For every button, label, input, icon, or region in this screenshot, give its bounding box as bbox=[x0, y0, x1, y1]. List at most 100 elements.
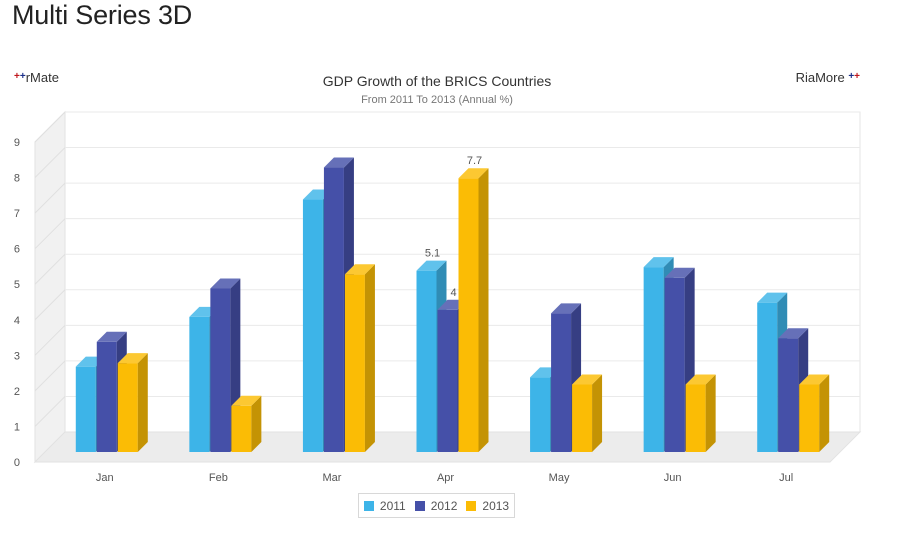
chart-bars bbox=[75, 157, 830, 453]
x-tick-label: May bbox=[549, 472, 570, 484]
bar-front bbox=[437, 309, 458, 452]
bar-top bbox=[551, 303, 582, 314]
bar-top bbox=[210, 278, 241, 289]
page-heading: Multi Series 3D bbox=[12, 0, 193, 30]
bar-front bbox=[572, 384, 593, 452]
x-axis: Jan Feb Mar Apr May Jun Jul bbox=[96, 472, 793, 484]
bar-front bbox=[799, 384, 820, 452]
bar-front bbox=[117, 363, 138, 452]
y-axis: 0 1 2 3 4 5 6 7 8 9 bbox=[14, 137, 20, 469]
chart-subtitle: From 2011 To 2013 (Annual %) bbox=[361, 94, 513, 106]
gridline-side bbox=[34, 396, 66, 427]
legend-label: 2012 bbox=[430, 498, 458, 513]
bar-side bbox=[137, 353, 148, 452]
gridline-side bbox=[34, 253, 66, 285]
gridline-side bbox=[34, 111, 66, 143]
chart-data-labels: 5.1 4 7.7 bbox=[425, 155, 482, 299]
x-tick-label: Jun bbox=[664, 472, 682, 484]
bar-front bbox=[416, 270, 437, 452]
bar-front bbox=[344, 274, 365, 452]
bar-front bbox=[96, 341, 117, 452]
bar-top bbox=[572, 374, 603, 385]
x-tick-label: Apr bbox=[437, 472, 454, 484]
bar-front bbox=[778, 338, 799, 452]
legend-item-2013[interactable]: 2013 bbox=[466, 499, 509, 513]
y-tick-label: 1 bbox=[14, 421, 20, 433]
bar-2013-Jan[interactable] bbox=[117, 353, 148, 452]
brand-plus-icon: + bbox=[19, 71, 26, 82]
x-tick-label: Mar bbox=[322, 472, 341, 484]
y-tick-label: 9 bbox=[14, 137, 20, 149]
bar-front bbox=[302, 199, 323, 452]
bar-front bbox=[458, 178, 479, 452]
bar-top bbox=[799, 374, 830, 385]
brand-left-label: rMate bbox=[25, 70, 59, 85]
gridline-side bbox=[34, 289, 66, 321]
gridline-side bbox=[34, 360, 66, 392]
bar-front bbox=[757, 302, 778, 452]
bar-side bbox=[478, 168, 489, 452]
bar-front bbox=[323, 167, 344, 453]
bar-top bbox=[757, 292, 788, 303]
bar-top bbox=[344, 264, 375, 275]
y-tick-label: 4 bbox=[14, 315, 20, 327]
bar-top bbox=[643, 257, 674, 268]
x-tick-label: Feb bbox=[209, 472, 228, 484]
bar-top bbox=[231, 395, 262, 406]
bar-2013-May[interactable] bbox=[572, 374, 603, 452]
chart-title: GDP Growth of the BRICS Countries bbox=[323, 73, 552, 89]
bar-2013-Apr[interactable] bbox=[458, 168, 489, 452]
brand-plus-icon: + bbox=[14, 71, 20, 82]
bar-side bbox=[819, 374, 830, 452]
data-label: 7.7 bbox=[467, 155, 482, 167]
bar-2013-Mar[interactable] bbox=[344, 264, 375, 452]
bar-top bbox=[416, 260, 447, 271]
bar-2013-Jun[interactable] bbox=[685, 374, 716, 452]
bar-top bbox=[96, 331, 127, 342]
brand-plus-icon: + bbox=[854, 71, 860, 82]
bar-2013-Jul[interactable] bbox=[799, 374, 830, 452]
bar-front bbox=[664, 277, 685, 452]
x-tick-label: Jul bbox=[779, 472, 793, 484]
bar-top bbox=[323, 157, 354, 168]
brand-plus-icon: + bbox=[848, 71, 855, 82]
bar-top bbox=[458, 168, 489, 179]
bar-front bbox=[75, 366, 96, 452]
brand-right-label: RiaMore bbox=[795, 70, 845, 85]
chart-legend: 2011 2012 2013 bbox=[358, 493, 515, 518]
gridline-side bbox=[34, 147, 66, 178]
bar-2013-Feb[interactable] bbox=[231, 395, 262, 452]
bar-front bbox=[530, 377, 551, 452]
gridline-side bbox=[34, 182, 66, 214]
gridline-side bbox=[34, 218, 66, 250]
bar-top bbox=[778, 328, 809, 339]
legend-swatch bbox=[414, 500, 425, 511]
gridline-side bbox=[34, 324, 66, 356]
bar-top bbox=[685, 374, 716, 385]
bar-top bbox=[117, 353, 148, 364]
brand-logo-left[interactable]: ++rMate bbox=[14, 70, 59, 85]
legend-label: 2011 bbox=[379, 498, 406, 513]
bar-front bbox=[210, 288, 231, 452]
y-tick-label: 2 bbox=[14, 386, 20, 398]
chart-side-wall bbox=[34, 110, 66, 464]
legend-swatch bbox=[466, 500, 477, 511]
y-tick-label: 3 bbox=[14, 350, 20, 362]
y-tick-label: 6 bbox=[14, 244, 20, 256]
bar-front bbox=[643, 267, 664, 452]
legend-item-2011[interactable]: 2011 bbox=[363, 498, 406, 513]
bar-front bbox=[685, 384, 706, 452]
bar-side bbox=[251, 395, 262, 452]
bar-side bbox=[592, 374, 603, 452]
brand-logo-right[interactable]: RiaMore ++ bbox=[796, 70, 860, 85]
y-tick-label: 8 bbox=[14, 173, 20, 185]
legend-item-2012[interactable]: 2012 bbox=[414, 498, 458, 513]
bar-front bbox=[551, 313, 572, 452]
legend-label: 2013 bbox=[482, 498, 510, 513]
bar-front bbox=[231, 405, 252, 452]
bar-front bbox=[189, 316, 210, 452]
x-tick-label: Jan bbox=[96, 472, 114, 484]
bar-top bbox=[664, 267, 695, 278]
bar-side bbox=[705, 374, 716, 452]
